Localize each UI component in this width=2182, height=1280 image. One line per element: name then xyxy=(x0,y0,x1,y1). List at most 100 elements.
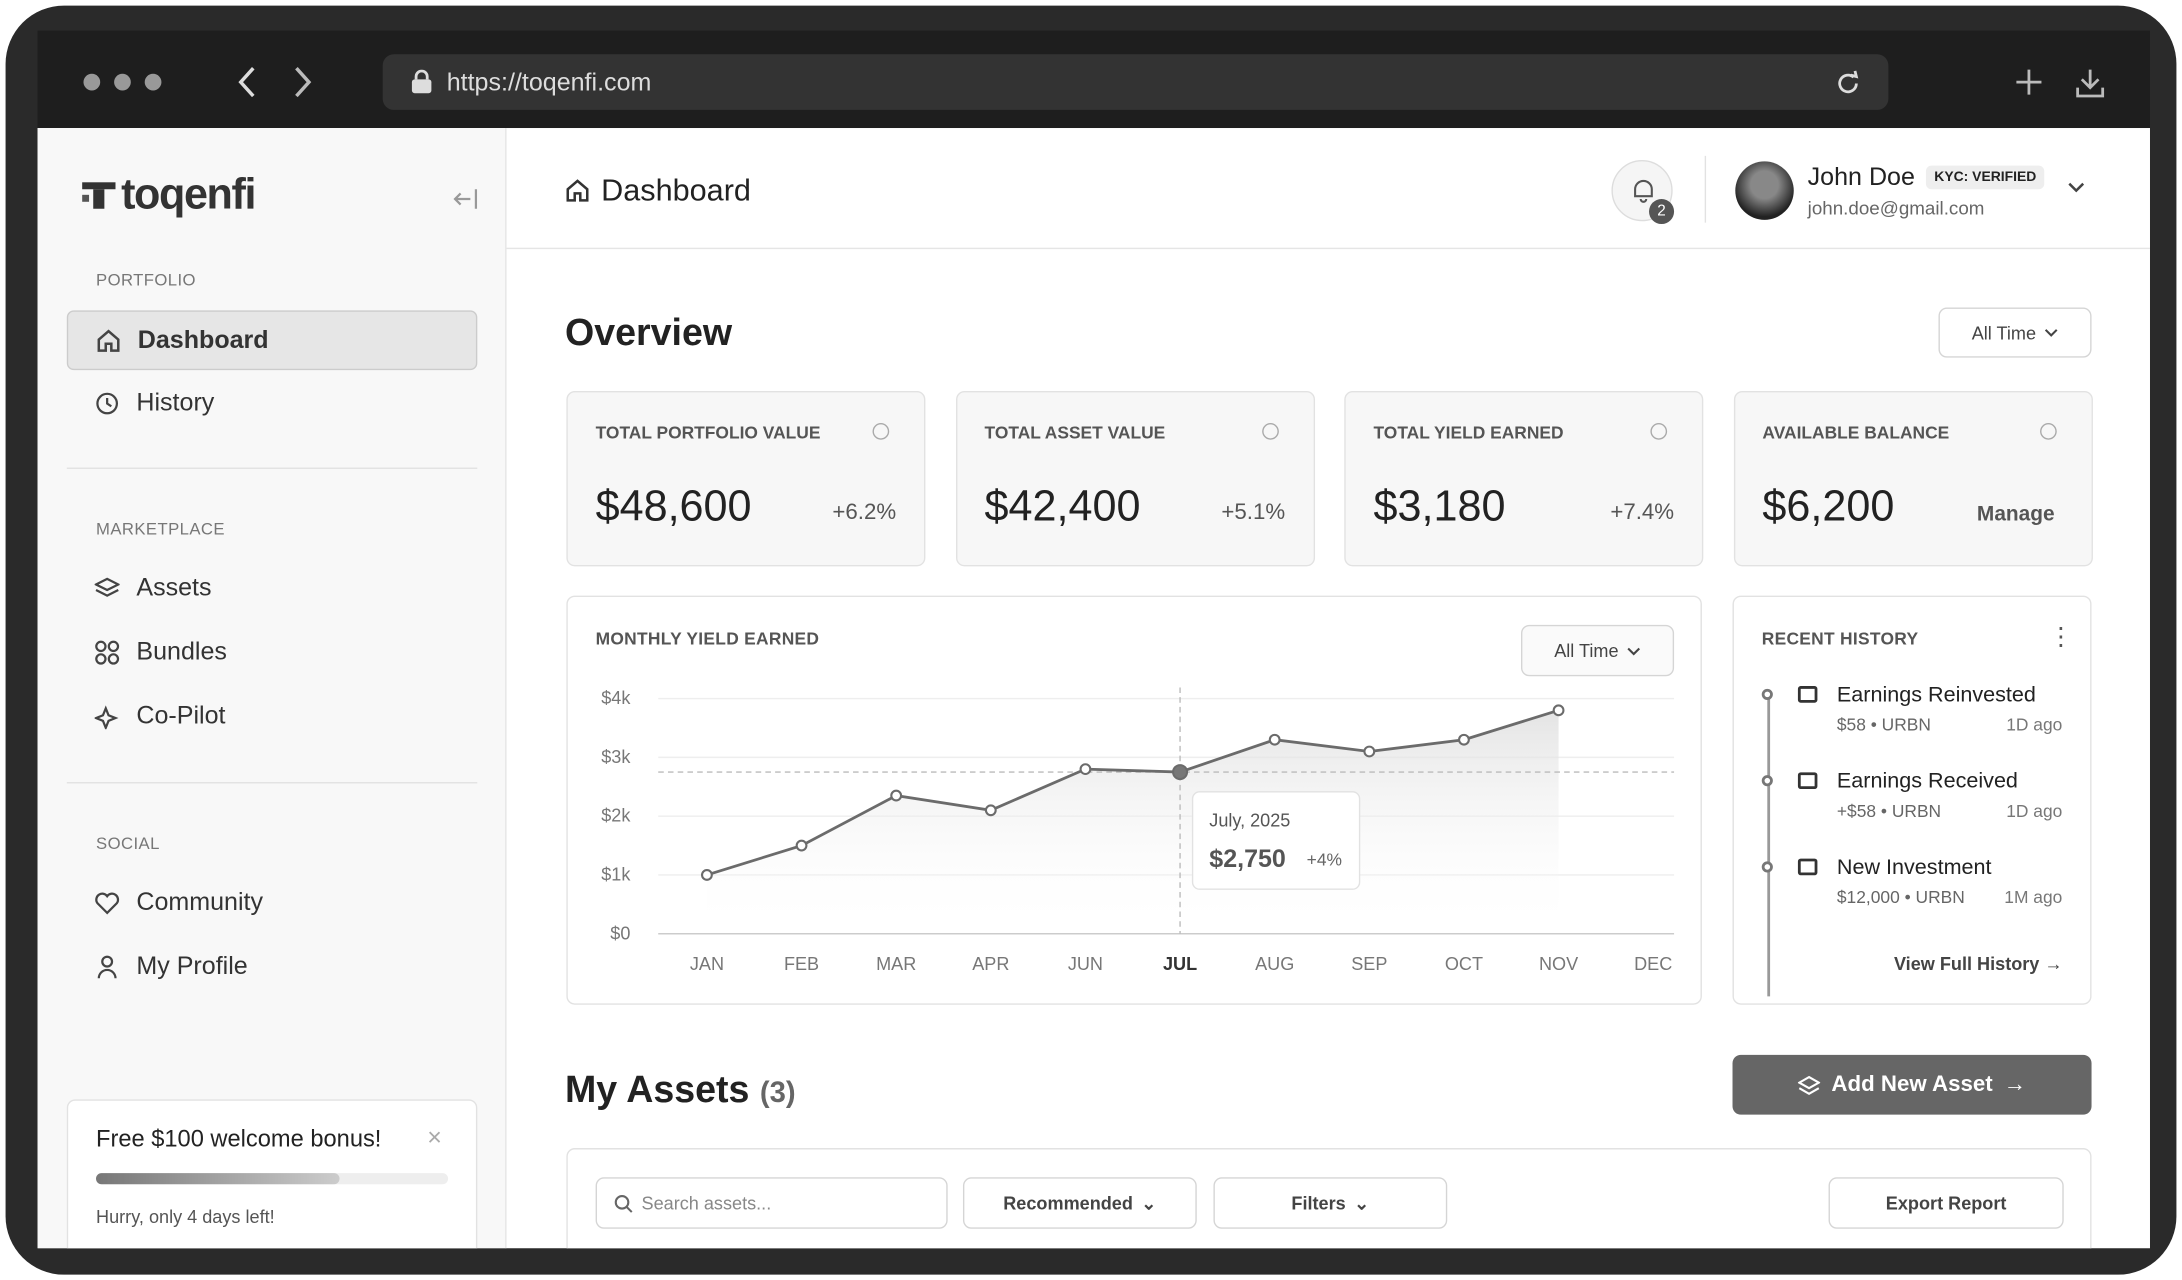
info-icon xyxy=(2039,423,2057,440)
heart-icon xyxy=(95,891,120,914)
browser-actions[interactable] xyxy=(2014,65,2139,101)
title-text: Dashboard xyxy=(601,172,751,208)
bell-icon xyxy=(1634,179,1653,203)
sort-dropdown[interactable]: Recommended ⌄ xyxy=(962,1177,1197,1229)
history-time: 1M ago xyxy=(2004,887,2063,908)
assets-heading: My Assets (3) xyxy=(565,1069,796,1112)
time-filter[interactable]: All Time xyxy=(1938,307,2092,358)
chevron[interactable] xyxy=(2066,181,2085,195)
stat-card: TOTAL PORTFOLIO VALUE $48,600 +6.2% xyxy=(566,391,926,567)
collapse-icon[interactable] xyxy=(451,186,479,211)
chart-card: MONTHLY YIELD EARNED All Time $0 $1k $2k $3… xyxy=(566,595,1702,1005)
progress-track xyxy=(96,1173,449,1185)
section-title: SOCIAL xyxy=(96,833,160,854)
stat-value: $48,600 xyxy=(595,481,752,531)
manage-link[interactable]: Manage xyxy=(1976,502,2055,527)
export-label: Export Report xyxy=(1885,1192,2007,1214)
history-title: New Investment xyxy=(1836,855,1992,880)
nav-item[interactable]: Bundles xyxy=(95,637,227,666)
history-icon xyxy=(96,392,119,414)
assets-card: Search assets... Recommended ⌄ Filters ⌄… xyxy=(566,1148,2092,1249)
asset-count: (3) xyxy=(759,1077,796,1110)
promo-title: Free $100 welcome bonus! xyxy=(96,1125,382,1153)
point xyxy=(1079,763,1092,776)
info-icon xyxy=(1261,423,1279,440)
notification-count: 2 xyxy=(1649,198,1675,225)
stat-change: +5.1% xyxy=(1221,500,1286,525)
stat-label: AVAILABLE BALANCE xyxy=(1762,423,1950,443)
search-input[interactable]: Search assets... xyxy=(595,1177,948,1229)
stat-label: TOTAL PORTFOLIO VALUE xyxy=(595,423,821,443)
reload-icon[interactable] xyxy=(1833,68,1864,99)
x-tick-label: MAR xyxy=(876,954,916,974)
sidebar: toqenfi PORTFOLIO Dashboard History MARK… xyxy=(37,128,507,1249)
chart-filter[interactable]: All Time xyxy=(1520,624,1675,677)
search-icon xyxy=(614,1194,633,1213)
chevron xyxy=(2045,329,2058,337)
add-asset-button[interactable]: Add New Asset → xyxy=(1732,1054,2092,1115)
history-card: RECENT HISTORY ⋮ View Full History → Ear… xyxy=(1732,595,2092,1005)
y-tick-label: $1k xyxy=(601,865,631,885)
logo-text: toqenfi xyxy=(121,169,256,219)
stat-card: TOTAL YIELD EARNED $3,180 +7.4% xyxy=(1344,391,1704,567)
heading-text: My Assets xyxy=(564,1068,750,1111)
logo: toqenfi xyxy=(82,169,256,220)
history-title: Earnings Received xyxy=(1836,769,2018,794)
button-label: Add New Asset xyxy=(1831,1072,1993,1096)
nav-arrows[interactable] xyxy=(232,61,329,103)
kyc-badge: KYC: VERIFIED xyxy=(1925,165,2045,190)
avatar[interactable] xyxy=(1735,161,1794,220)
bundles-icon xyxy=(95,639,120,664)
stat-value: $6,200 xyxy=(1762,481,1895,531)
point xyxy=(1172,764,1189,781)
stat-card: TOTAL ASSET VALUE $42,400 +5.1% xyxy=(955,391,1315,567)
x-tick-label: JAN xyxy=(690,954,724,974)
nav-item[interactable]: My Profile xyxy=(95,952,248,981)
page-title: Dashboard xyxy=(565,173,751,209)
nav-item[interactable]: Co-Pilot xyxy=(94,701,226,730)
assets-icon xyxy=(1798,1075,1821,1095)
nav-item[interactable]: History xyxy=(95,388,215,417)
history-meta: +$58 • URBN xyxy=(1836,801,1942,822)
history-meta: $12,000 • URBN xyxy=(1836,887,1965,908)
filters-label: Filters xyxy=(1291,1192,1346,1214)
address-bar[interactable]: https://toqenfi.com xyxy=(382,54,1889,110)
nav-item[interactable]: Community xyxy=(95,888,263,917)
stat-value: $42,400 xyxy=(984,481,1141,531)
divider xyxy=(1704,155,1707,223)
nav-item-active[interactable]: Dashboard xyxy=(66,310,478,371)
view-history-link[interactable]: View Full History → xyxy=(1893,953,2063,975)
history-icon xyxy=(1797,858,1818,876)
section-heading: Overview xyxy=(564,311,733,354)
info-icon xyxy=(1650,423,1668,440)
filters-dropdown[interactable]: Filters ⌄ xyxy=(1213,1177,1448,1229)
close-icon[interactable]: × xyxy=(427,1123,442,1151)
nav-label: Bundles xyxy=(136,637,227,666)
history-time: 1D ago xyxy=(2006,715,2063,735)
point xyxy=(795,839,808,852)
notification-button[interactable]: 2 xyxy=(1611,160,1675,225)
nav-label: Co-Pilot xyxy=(136,701,226,730)
y-tick-label: $4k xyxy=(601,688,631,708)
x-tick-label: FEB xyxy=(784,954,819,974)
point xyxy=(1363,745,1376,758)
chevron xyxy=(1627,647,1641,655)
sort-label: Recommended xyxy=(1003,1192,1133,1214)
tooltip-value: $2,750 xyxy=(1209,845,1286,873)
point xyxy=(1268,733,1281,746)
menu-icon[interactable]: ⋮ xyxy=(2048,622,2074,650)
y-tick-label: $0 xyxy=(610,923,630,943)
stat-change: +7.4% xyxy=(1610,500,1675,525)
nav-item[interactable]: Assets xyxy=(94,573,212,602)
tooltip xyxy=(1191,791,1361,890)
lock-icon xyxy=(411,69,432,94)
export-button[interactable]: Export Report xyxy=(1828,1177,2064,1229)
nav-label: History xyxy=(136,388,215,417)
x-tick-label: APR xyxy=(972,954,1009,974)
header: Dashboard 2 John Doe KYC: VERIFIED john.… xyxy=(506,128,2150,250)
stat-label: TOTAL ASSET VALUE xyxy=(984,423,1166,443)
history-meta: $58 • URBN xyxy=(1836,715,1931,735)
x-tick-label: DEC xyxy=(1634,954,1672,974)
